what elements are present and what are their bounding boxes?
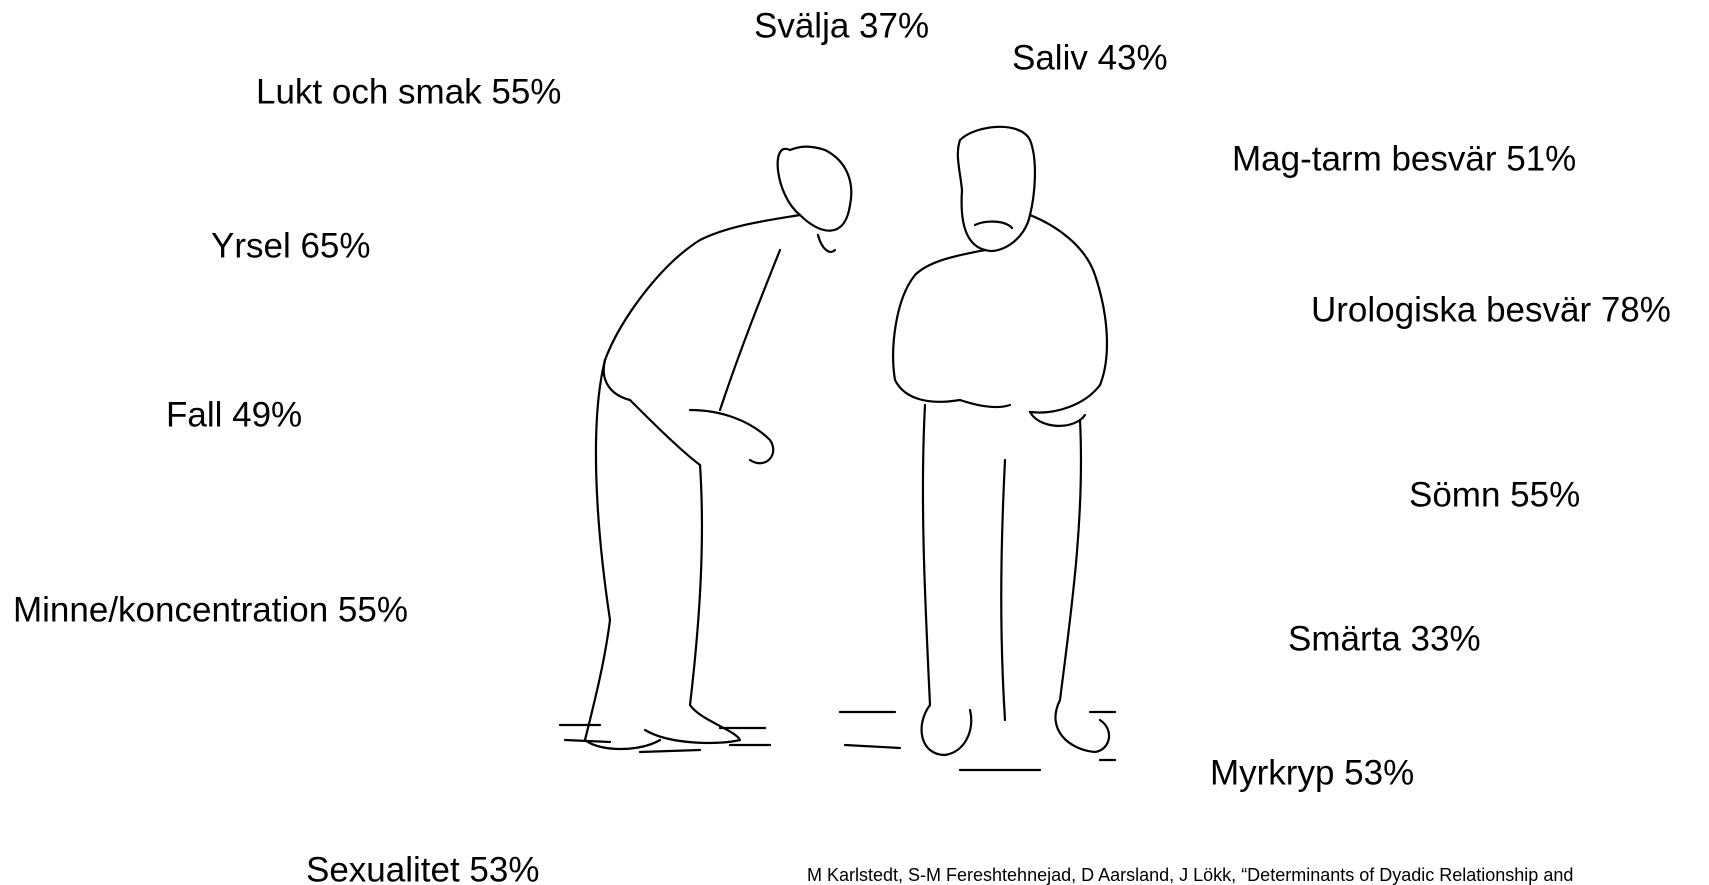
symptom-label: Minne/koncentration 55% xyxy=(13,593,408,628)
symptom-label: Sexualitet 53% xyxy=(306,853,539,885)
figure-left xyxy=(560,147,851,752)
illustration xyxy=(0,0,1709,885)
symptom-label: Fall 49% xyxy=(166,398,302,433)
symptom-label: Sömn 55% xyxy=(1409,478,1580,513)
symptom-label: Urologiska besvär 78% xyxy=(1311,293,1671,328)
symptom-label: Saliv 43% xyxy=(1012,41,1168,76)
symptom-label: Mag-tarm besvär 51% xyxy=(1232,142,1576,177)
symptom-label: Svälja 37% xyxy=(754,9,929,44)
figure-right xyxy=(840,127,1115,770)
citation: M Karlstedt, S-M Fereshtehnejad, D Aarsl… xyxy=(807,866,1573,884)
symptom-label: Myrkryp 53% xyxy=(1210,756,1414,791)
slide: Svälja 37% Saliv 43% Lukt och smak 55% M… xyxy=(0,0,1709,885)
symptom-label: Yrsel 65% xyxy=(211,229,371,264)
symptom-label: Lukt och smak 55% xyxy=(256,75,561,110)
symptom-label: Smärta 33% xyxy=(1288,622,1481,657)
